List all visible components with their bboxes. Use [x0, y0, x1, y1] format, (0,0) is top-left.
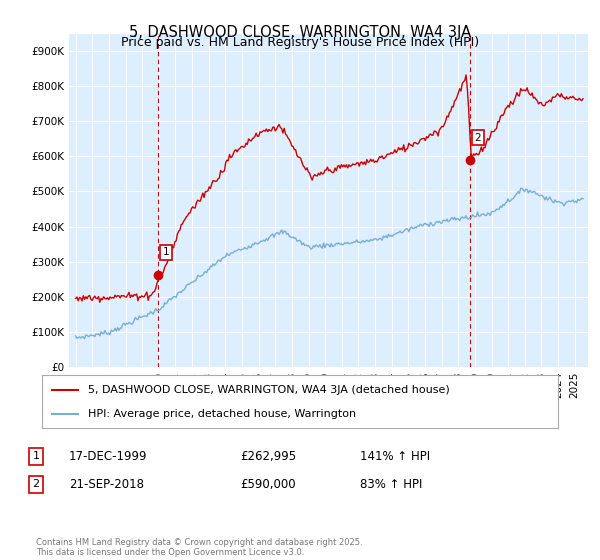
Text: 5, DASHWOOD CLOSE, WARRINGTON, WA4 3JA (detached house): 5, DASHWOOD CLOSE, WARRINGTON, WA4 3JA (… — [88, 385, 450, 395]
Text: £262,995: £262,995 — [240, 450, 296, 463]
Text: 2: 2 — [32, 479, 40, 489]
Text: 2: 2 — [475, 133, 481, 143]
Text: Price paid vs. HM Land Registry's House Price Index (HPI): Price paid vs. HM Land Registry's House … — [121, 36, 479, 49]
Text: 21-SEP-2018: 21-SEP-2018 — [69, 478, 144, 491]
Text: 141% ↑ HPI: 141% ↑ HPI — [360, 450, 430, 463]
Text: 1: 1 — [163, 248, 169, 257]
Text: £590,000: £590,000 — [240, 478, 296, 491]
Text: Contains HM Land Registry data © Crown copyright and database right 2025.
This d: Contains HM Land Registry data © Crown c… — [36, 538, 362, 557]
Text: 17-DEC-1999: 17-DEC-1999 — [69, 450, 148, 463]
Text: 5, DASHWOOD CLOSE, WARRINGTON, WA4 3JA: 5, DASHWOOD CLOSE, WARRINGTON, WA4 3JA — [129, 25, 471, 40]
Text: 1: 1 — [32, 451, 40, 461]
Text: 83% ↑ HPI: 83% ↑ HPI — [360, 478, 422, 491]
Text: HPI: Average price, detached house, Warrington: HPI: Average price, detached house, Warr… — [88, 408, 356, 418]
